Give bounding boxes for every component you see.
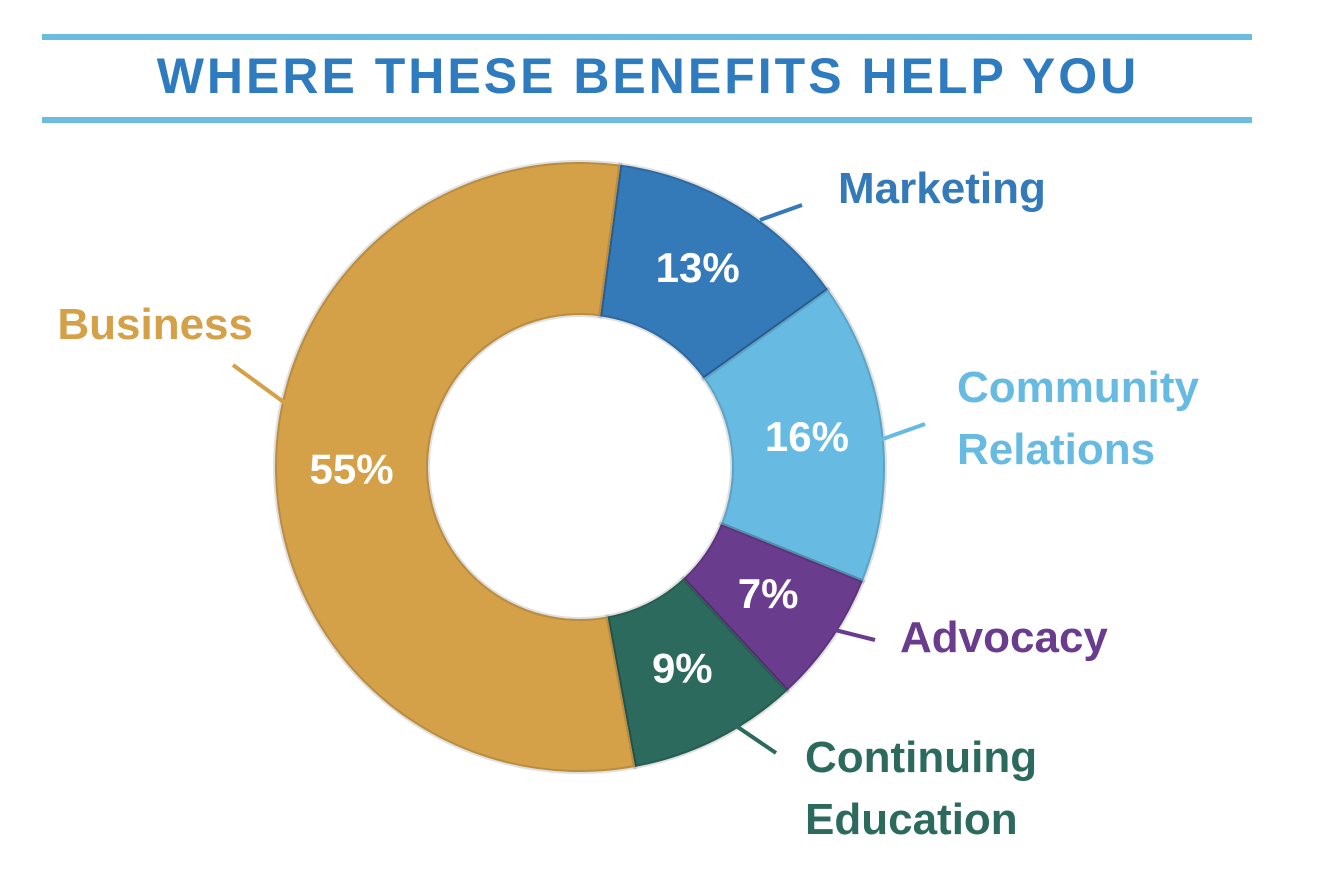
donut-slice [700,286,887,584]
value-label: 16% [765,413,849,460]
donut-slice [597,162,831,382]
value-label: 55% [310,446,394,493]
value-label: 9% [652,644,713,691]
leader-line [879,422,926,442]
value-label: 7% [738,570,799,617]
category-label: Community Relations [957,363,1199,474]
leader-line [231,363,287,405]
category-label: Advocacy [900,613,1108,662]
leader-line [834,628,876,642]
value-label: 13% [656,244,740,291]
category-label: Marketing [838,164,1046,213]
category-label: Continuing Education [805,733,1038,844]
chart-title: WHERE THESE BENEFITS HELP YOU [157,48,1140,104]
donut-slice [605,575,791,770]
category-label: Business [57,300,253,349]
donut-slice [680,521,866,694]
donut-slice [273,160,638,774]
leader-line [718,713,778,755]
leader-line [759,203,803,222]
